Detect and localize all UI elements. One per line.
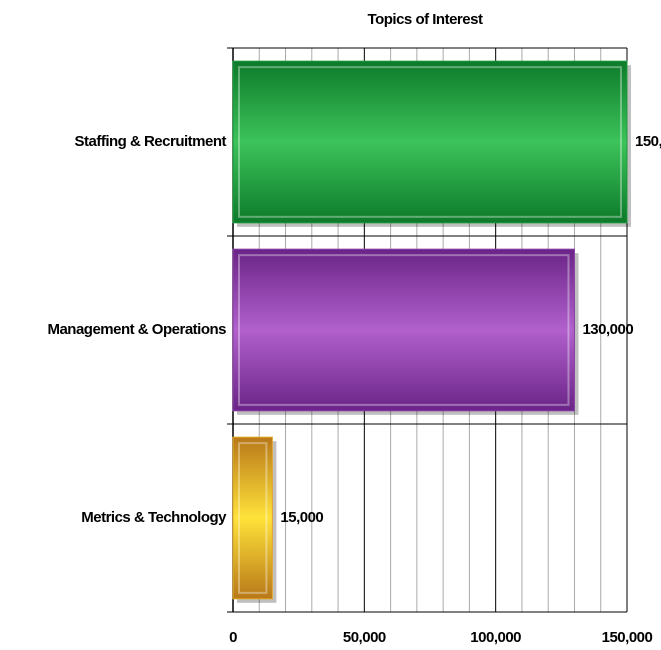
bar-bevel: [238, 66, 622, 218]
chart-title: Topics of Interest: [368, 11, 483, 28]
bar: [232, 60, 628, 224]
x-tick-label: 150,000: [602, 629, 653, 646]
bar-bevel: [238, 442, 268, 594]
y-tick-label: Management & Operations: [47, 321, 226, 338]
bar: [232, 248, 575, 412]
x-tick-label: 100,000: [470, 629, 521, 646]
x-tick-label: 0: [229, 629, 237, 646]
bar: [232, 436, 273, 600]
y-tick-label: Metrics & Technology: [81, 509, 227, 526]
y-tick-label: Staffing & Recruitment: [74, 133, 226, 150]
x-tick-label: 50,000: [343, 629, 386, 646]
data-label: 150,000: [635, 133, 661, 150]
data-label: 15,000: [280, 509, 323, 526]
bar-bevel: [238, 254, 570, 406]
data-label: 130,000: [582, 321, 633, 338]
